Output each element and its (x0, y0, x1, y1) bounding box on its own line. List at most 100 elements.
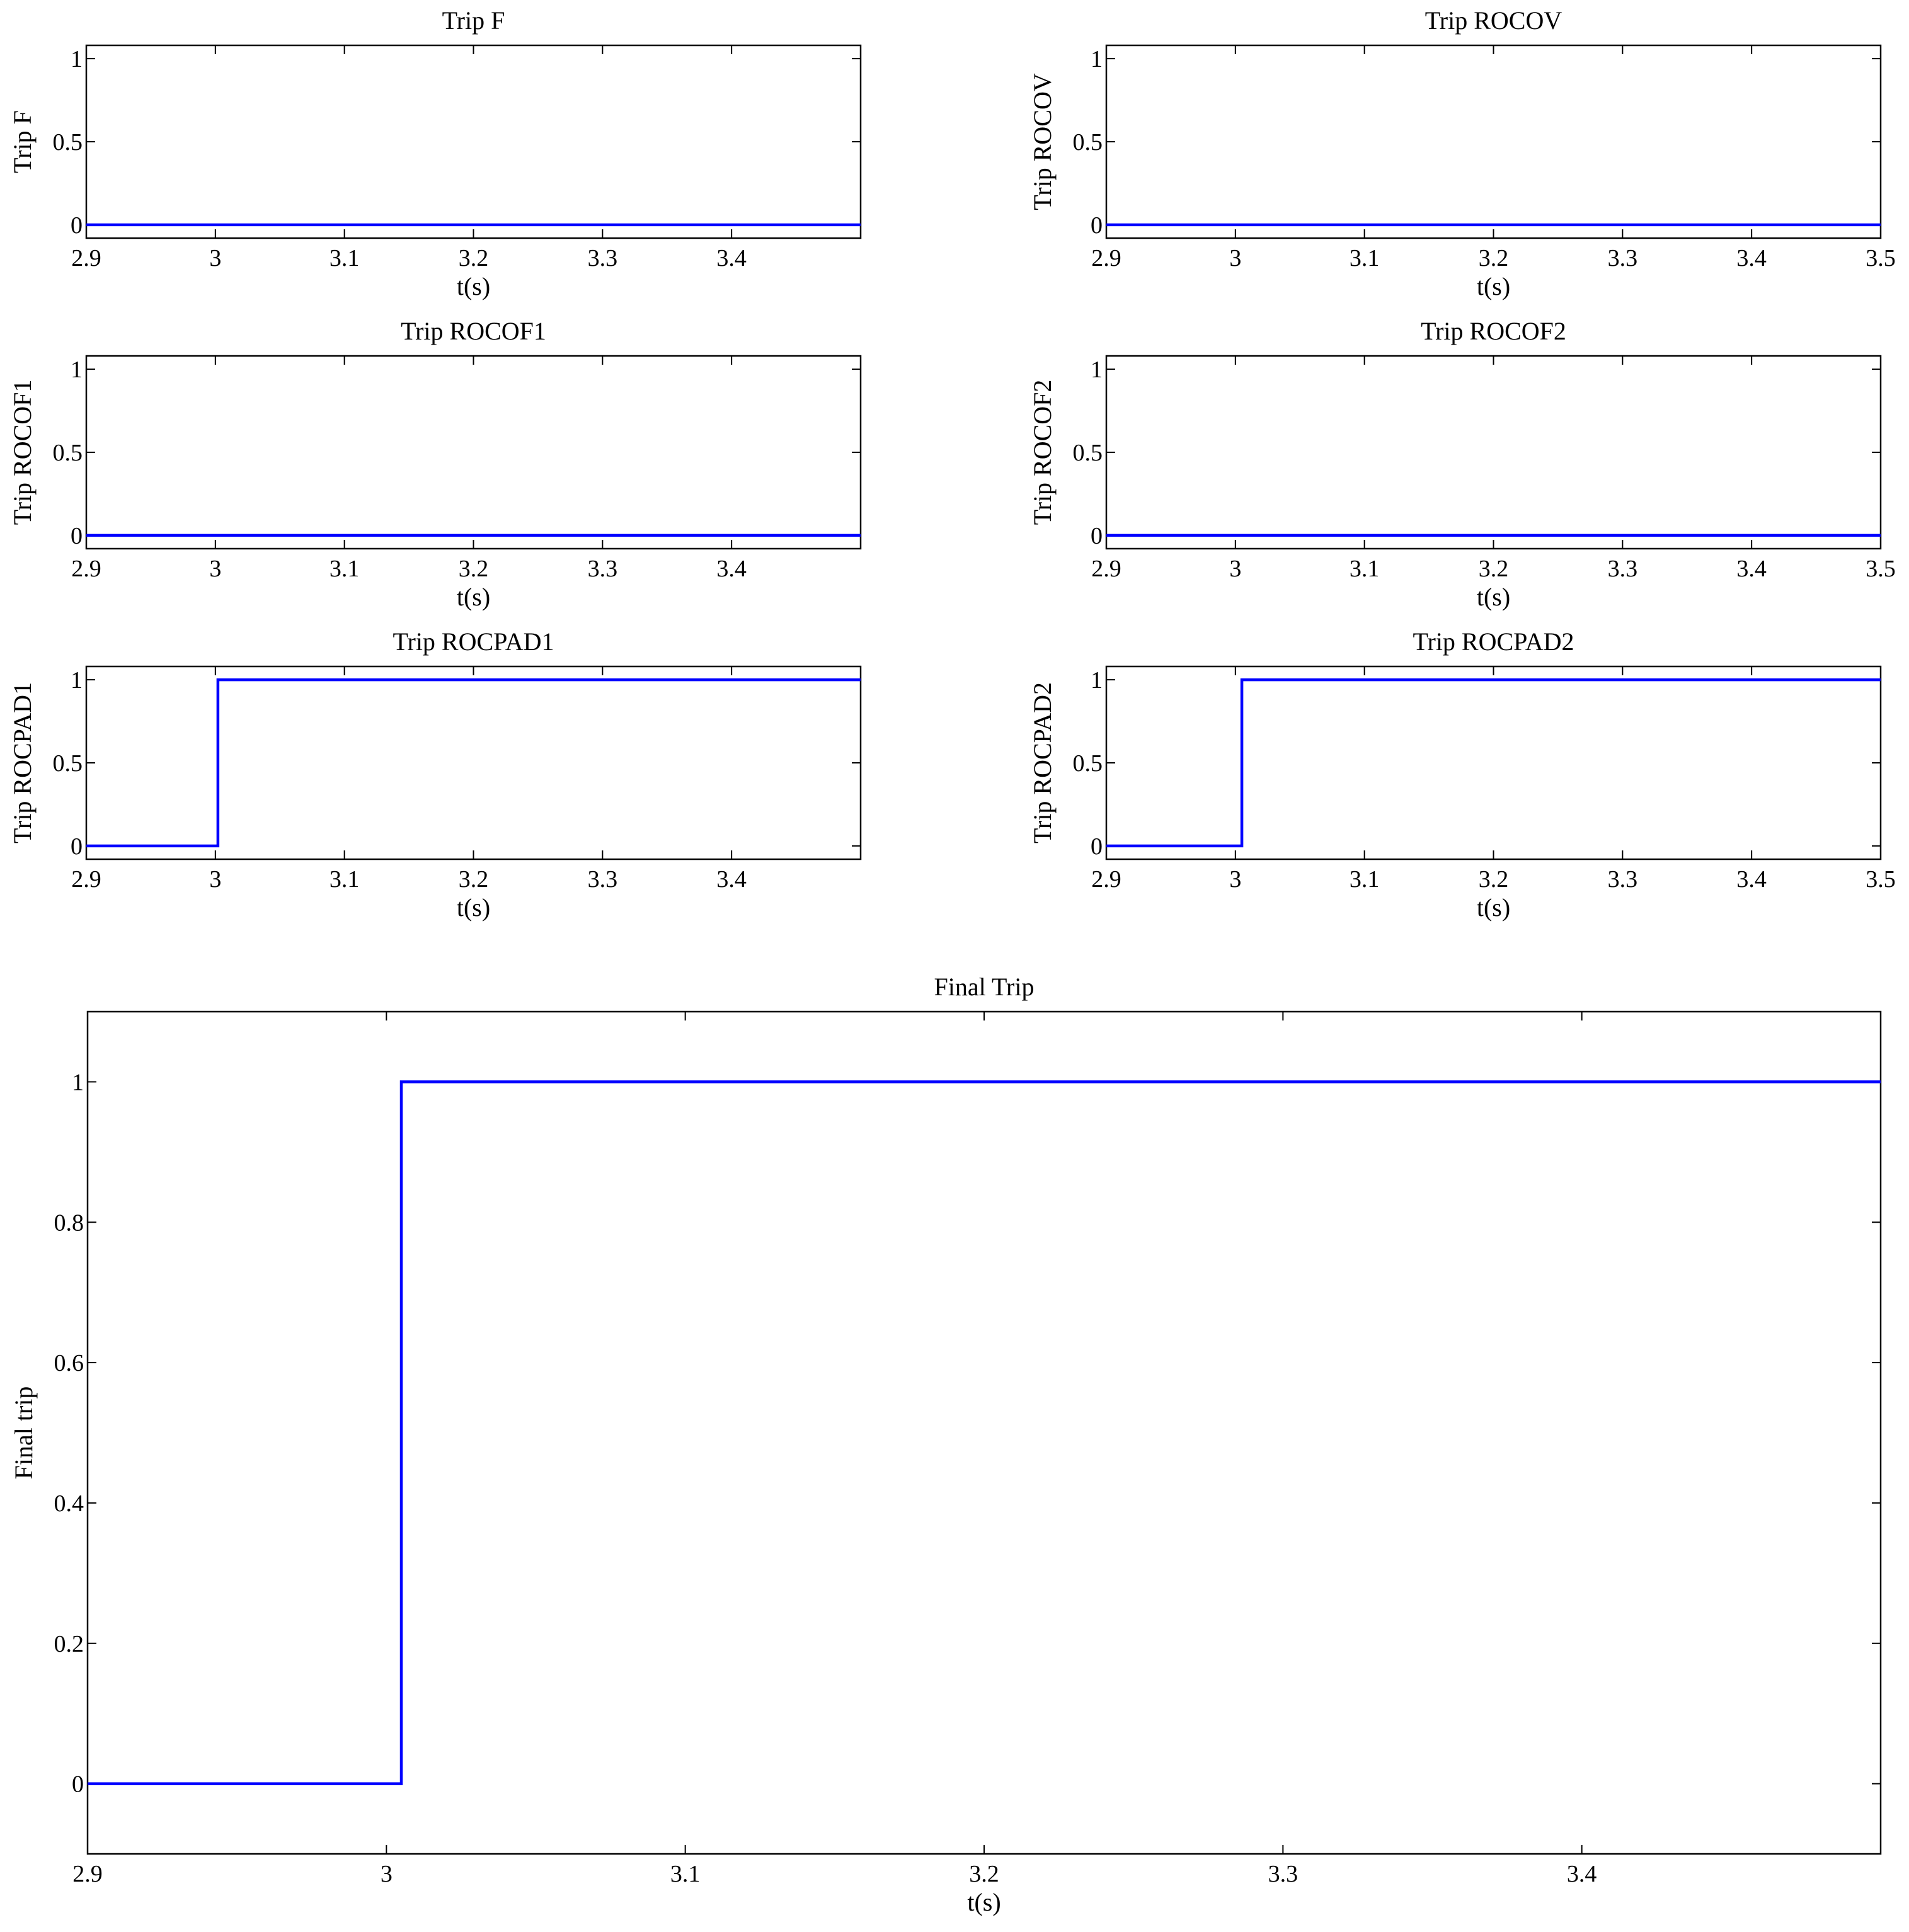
x-tick-label: 3.3 (1608, 556, 1638, 582)
x-tick-label: 3 (1229, 245, 1241, 272)
x-tick-label: 3.1 (670, 1861, 701, 1887)
x-tick-label: 3.3 (588, 245, 618, 272)
x-axis-label: t(s) (457, 583, 490, 611)
x-tick-label: 3 (209, 866, 221, 893)
x-tick-label: 3.2 (459, 866, 489, 893)
x-tick-label: 3 (1229, 556, 1241, 582)
x-tick-label: 2.9 (72, 1861, 103, 1887)
chart-title: Trip ROCOV (1425, 6, 1562, 35)
x-axis-label: t(s) (457, 272, 490, 300)
x-tick-label: 3.1 (1350, 866, 1380, 893)
x-tick-label: 3.3 (1608, 866, 1638, 893)
y-axis-label: Trip F (8, 110, 37, 173)
chart-title: Trip F (442, 6, 505, 35)
chart-panel-trip-rocof2: 2.9 3 3.1 3.2 3.3 3.4 3.5 0 0.5 1 Trip ROCOF2 t(s) T… (1028, 317, 1896, 611)
plot-frame (1105, 665, 1882, 860)
x-axis-label: t(s) (1477, 272, 1510, 300)
x-tick-label: 3.4 (716, 245, 747, 272)
y-axis-label: Trip ROCOF2 (1028, 380, 1057, 525)
x-tick-label: 2.9 (1091, 866, 1121, 893)
series-line (1106, 678, 1881, 848)
x-tick-label: 2.9 (1091, 245, 1121, 272)
x-tick-label: 3.3 (1608, 245, 1638, 272)
x-tick-label: 2.9 (71, 556, 101, 582)
y-tick-label: 1 (72, 1069, 84, 1095)
x-tick-label: 3.4 (1736, 245, 1767, 272)
y-tick-label: 0.8 (54, 1209, 84, 1236)
x-tick-label: 2.9 (71, 245, 101, 272)
chart-panel-trip-rocov: 2.9 3 3.1 3.2 3.3 3.4 3.5 0 0.5 1 Trip ROCOV t(s) Tr… (1028, 6, 1896, 300)
x-tick-label: 3.2 (969, 1861, 999, 1887)
y-tick-label: 0.5 (53, 750, 83, 777)
y-tick-label: 1 (1091, 357, 1103, 383)
x-tick-label: 3 (209, 245, 221, 272)
y-tick-label: 0 (1091, 523, 1103, 549)
plot-frame (85, 44, 862, 239)
y-tick-label: 1 (1091, 667, 1103, 694)
chart-panel-final-trip: 2.9 3 3.1 3.2 3.3 3.4 0 0.2 0.4 0.6 0.8 1 Final Trip… (9, 973, 1882, 1916)
x-axis-label: t(s) (1477, 893, 1510, 922)
chart-title: Final Trip (934, 973, 1035, 1001)
y-tick-label: 0 (71, 523, 83, 549)
chart-panel-trip-rocof1: 2.9 3 3.1 3.2 3.3 3.4 0 0.5 1 Trip ROCOF1 t(s) Trip… (8, 317, 862, 611)
y-axis-label: Trip ROCPAD1 (8, 682, 37, 843)
series-line (86, 678, 861, 848)
chart-title: Trip ROCPAD2 (1413, 627, 1574, 656)
x-tick-label: 2.9 (1091, 556, 1121, 582)
y-axis-label: Final trip (9, 1386, 38, 1480)
plot-frame (85, 665, 862, 860)
chart-title: Trip ROCOF2 (1421, 317, 1566, 345)
y-tick-label: 0.2 (54, 1631, 84, 1657)
x-tick-label: 3.4 (1567, 1861, 1597, 1887)
x-tick-label: 3.5 (1866, 866, 1896, 893)
y-tick-label: 0.4 (54, 1490, 84, 1517)
y-tick-label: 0.5 (1073, 440, 1103, 466)
y-axis-label: Trip ROCPAD2 (1028, 682, 1057, 843)
y-axis-label: Trip ROCOV (1028, 73, 1057, 210)
x-tick-label: 3.2 (459, 556, 489, 582)
x-tick-label: 3.1 (1350, 245, 1380, 272)
x-tick-label: 2.9 (71, 866, 101, 893)
x-tick-label: 3.1 (1350, 556, 1380, 582)
plot-frame (86, 1010, 1882, 1855)
x-tick-label: 3.5 (1866, 245, 1896, 272)
y-tick-label: 0 (71, 212, 83, 239)
x-axis-label: t(s) (1477, 583, 1510, 611)
x-tick-label: 3.2 (1479, 866, 1509, 893)
plot-frame (1105, 355, 1882, 550)
x-tick-label: 3 (209, 556, 221, 582)
x-tick-label: 3.2 (459, 245, 489, 272)
x-tick-label: 3.3 (588, 866, 618, 893)
y-tick-label: 0 (1091, 212, 1103, 239)
x-tick-label: 3.4 (716, 866, 747, 893)
x-axis-label: t(s) (457, 893, 490, 922)
y-tick-label: 0 (72, 1771, 84, 1798)
plot-frame (85, 355, 862, 550)
y-tick-label: 0.5 (1073, 129, 1103, 156)
y-tick-label: 0 (1091, 833, 1103, 860)
x-tick-label: 3.1 (330, 866, 360, 893)
y-tick-label: 1 (71, 667, 83, 694)
y-tick-label: 1 (71, 46, 83, 72)
series-line (88, 1080, 1881, 1785)
x-tick-label: 3 (381, 1861, 393, 1887)
chart-title: Trip ROCOF1 (401, 317, 546, 345)
plot-frame (1105, 44, 1882, 239)
y-tick-label: 0.5 (1073, 750, 1103, 777)
y-axis-label: Trip ROCOF1 (8, 380, 37, 525)
y-tick-label: 0.5 (53, 440, 83, 466)
chart-panel-trip-f: 2.9 3 3.1 3.2 3.3 3.4 0 0.5 1 Trip F t(s) Trip F (8, 6, 862, 300)
x-tick-label: 3 (1229, 866, 1241, 893)
x-tick-label: 3.4 (1736, 556, 1767, 582)
y-tick-label: 0.6 (54, 1350, 84, 1376)
x-tick-label: 3.2 (1479, 245, 1509, 272)
y-tick-label: 1 (1091, 46, 1103, 72)
x-tick-label: 3.3 (1268, 1861, 1298, 1887)
x-tick-label: 3.5 (1866, 556, 1896, 582)
chart-panel-trip-rocpad1: 2.9 3 3.1 3.2 3.3 3.4 0 0.5 1 Trip ROCPAD1 t(s) Tri… (8, 627, 862, 922)
y-tick-label: 0.5 (53, 129, 83, 156)
chart-title: Trip ROCPAD1 (393, 627, 554, 656)
x-tick-label: 3.2 (1479, 556, 1509, 582)
x-tick-label: 3.1 (330, 556, 360, 582)
